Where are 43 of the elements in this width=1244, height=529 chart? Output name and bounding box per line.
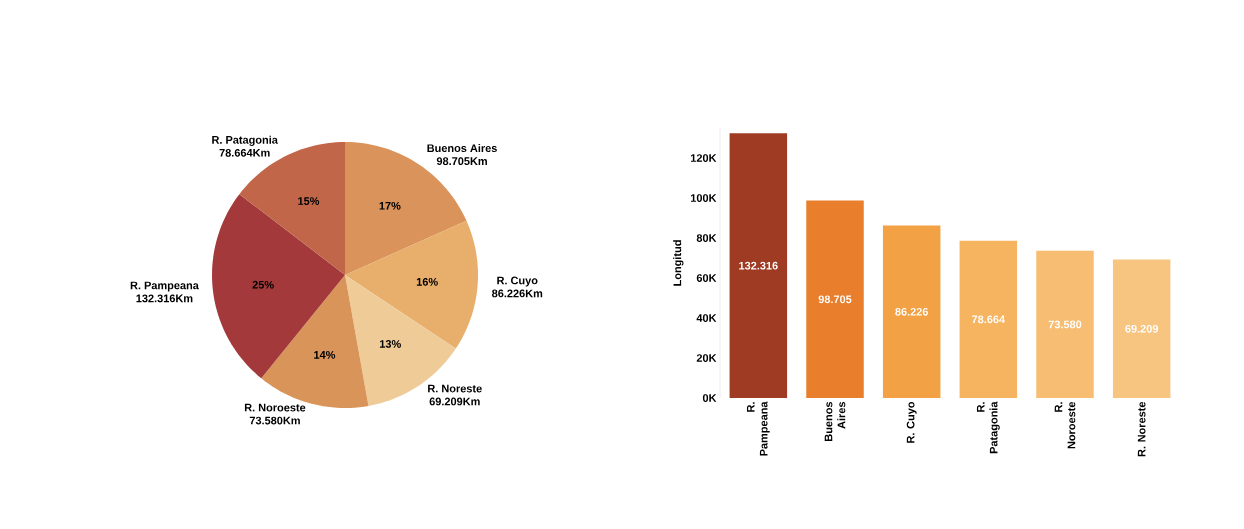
text: 25% [252,280,274,289]
bar [1112,259,1171,398]
bar [1036,250,1094,398]
data-label: 69.209 [1125,324,1159,333]
x-tick-label: R. Pampeana [746,401,770,456]
slice-label: R. Noreste [428,384,482,393]
y-tick-label: 120K [690,154,717,162]
y-tick-label: 40K [696,314,717,322]
x-tick-label: R. Noroeste [1054,401,1076,449]
text: 16% [416,277,438,286]
x-tick-label: R. Noreste [1137,401,1146,457]
y-tick-label: 60K [696,274,717,282]
text: 13% [379,340,401,348]
slice-label: Buenos Aires [427,144,497,153]
y-tick-label: 0K [702,394,717,402]
y-tick-label: 80K [696,234,717,242]
data-label: 98.705Km [436,157,487,165]
data-label: 98.705 [818,295,852,304]
slice-label: R. Pampeana [130,281,199,292]
y-tick-label: 20K [696,354,717,362]
y-axis-title: Longitud [673,240,684,286]
data-label: 132.316Km [136,294,193,303]
slice-label: R. Cuyo [497,276,538,287]
data-label: 86.226 [895,307,929,316]
y-tick-label: 100K [690,194,717,202]
x-tick-label: R. Patagonia [976,401,1000,454]
bar [882,225,941,398]
data-label: 73.580Km [249,416,300,425]
text: 14% [314,351,336,359]
data-label: 78.664 [972,315,1006,324]
slice-label: R. Patagonia [212,135,278,146]
text: 15% [298,197,320,205]
data-label: 132.316 [739,261,778,270]
x-tick-label: Buenos Aires [824,401,846,441]
data-label: 69.209Km [429,397,480,406]
x-tick-label: R. Cuyo [906,401,917,443]
bar [959,240,1018,398]
data-label: 78.664Km [219,148,270,157]
data-label: 86.226Km [492,289,543,298]
data-label: 73.580 [1048,320,1082,329]
text: 17% [379,201,401,210]
bar [729,133,788,398]
bar [806,200,864,398]
